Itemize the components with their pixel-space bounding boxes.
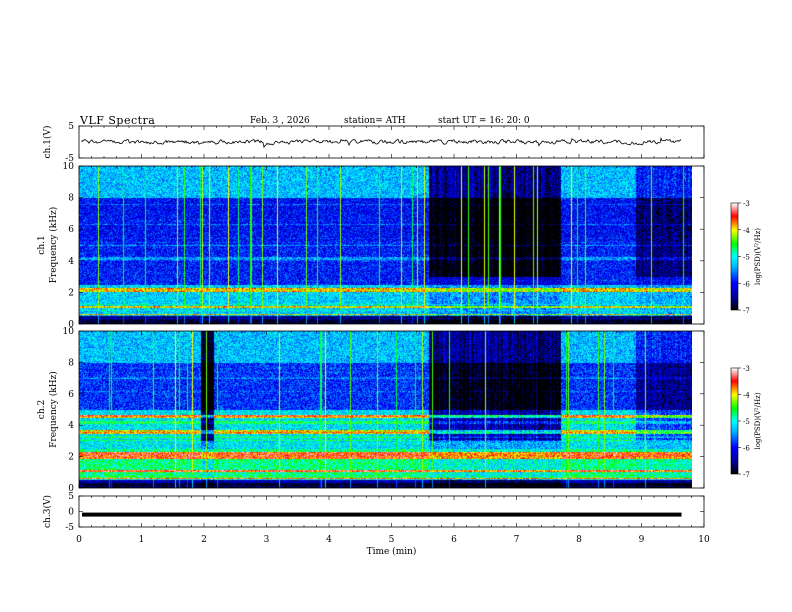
colorbar-tick-label: -4 [743, 227, 750, 235]
x-axis-label: Time (min) [367, 546, 417, 557]
colorbar-tick-label: -3 [743, 200, 750, 208]
colorbar-2 [731, 368, 738, 474]
x-tick-label: 0 [76, 535, 82, 545]
station-label: station= ATH [344, 116, 406, 126]
colorbar-tick-label: -6 [743, 445, 750, 453]
waveform-trace-ch1 [81, 136, 682, 149]
colorbar-tick-label: -7 [743, 307, 750, 315]
colorbar-1 [731, 203, 738, 310]
colorbar-tick-label: -7 [743, 471, 750, 479]
panel-frame-3 [78, 495, 705, 528]
y-tick-label: 2 [68, 453, 74, 463]
colorbar-tick-label: -5 [743, 254, 750, 262]
y-axis-label: ch.3(V) [42, 495, 53, 528]
chart-title: VLF Spectra [80, 114, 156, 127]
x-tick-label: 1 [139, 535, 145, 545]
y-axis-label: ch.1 [37, 235, 47, 254]
y-axis-label: ch.2 [37, 400, 47, 419]
start-ut-label: start UT = 16: 20: 0 [438, 116, 530, 126]
x-tick-label: 2 [201, 535, 207, 545]
colorbar-tick-label: -4 [743, 392, 750, 400]
y-tick-label: -5 [65, 154, 74, 164]
x-tick-label: 5 [389, 535, 395, 545]
y-tick-label: 8 [68, 358, 74, 368]
colorbar-tick-label: -6 [743, 280, 750, 288]
colorbar-label: log(PSD)(V²/Hz) [754, 392, 762, 449]
spectrogram-1 [79, 166, 692, 324]
date-label: Feb. 3 , 2026 [250, 116, 310, 126]
y-axis-label: Frequency (kHz) [48, 371, 59, 448]
y-tick-label: 0 [68, 320, 74, 330]
spectrogram-2 [79, 331, 692, 488]
y-tick-label: 4 [68, 421, 74, 431]
x-tick-label: 8 [576, 535, 582, 545]
x-tick-label: 9 [639, 535, 645, 545]
y-axis-label: ch.1(V) [42, 126, 53, 159]
x-tick-label: 6 [451, 535, 457, 545]
colorbar-tick-label: -3 [743, 365, 750, 373]
x-tick-label: 7 [514, 535, 520, 545]
x-tick-label: 3 [264, 535, 270, 545]
y-tick-label: 6 [68, 390, 74, 400]
y-tick-label: 6 [68, 225, 74, 235]
colorbar-label: log(PSD)(V²/Hz) [754, 228, 762, 285]
y-tick-label: 0 [68, 484, 74, 494]
y-tick-label: 10 [63, 162, 75, 172]
y-axis-label: Frequency (kHz) [48, 207, 59, 284]
y-tick-label: 4 [68, 257, 74, 267]
y-tick-label: 8 [68, 194, 74, 204]
y-tick-label: 5 [68, 492, 74, 502]
y-tick-label: 5 [68, 122, 74, 132]
waveform-trace-ch3 [82, 512, 682, 517]
x-tick-label: 4 [326, 535, 332, 545]
colorbar-tick-label: -5 [743, 418, 750, 426]
y-tick-label: 0 [68, 508, 74, 518]
y-tick-label: 10 [63, 327, 75, 337]
y-tick-label: 2 [68, 288, 74, 298]
y-tick-label: -5 [65, 523, 74, 533]
x-tick-label: 10 [698, 535, 710, 545]
